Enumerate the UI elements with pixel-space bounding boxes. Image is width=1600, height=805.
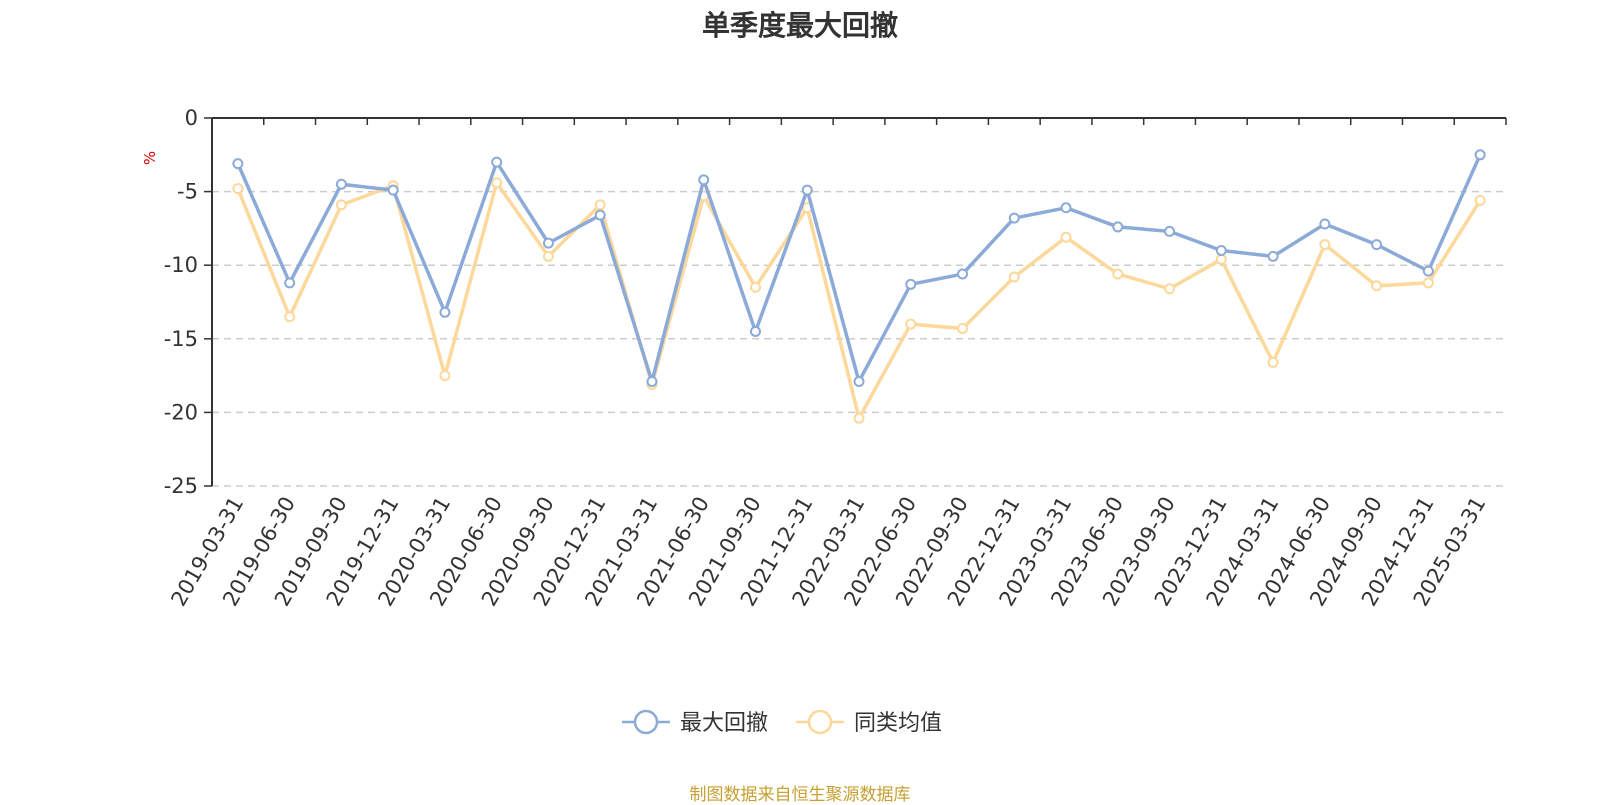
data-point[interactable]: [801, 184, 813, 196]
data-point[interactable]: [542, 250, 554, 262]
legend-item-1[interactable]: 最大回撤: [622, 709, 768, 736]
y-axis-unit: %: [141, 151, 159, 165]
data-point[interactable]: [284, 277, 296, 289]
legend-label: 同类均值: [854, 711, 942, 736]
data-point[interactable]: [1112, 268, 1124, 280]
y-tick-label: -15: [164, 327, 198, 351]
data-point[interactable]: [1371, 239, 1383, 251]
data-point[interactable]: [1112, 221, 1124, 233]
data-point[interactable]: [1474, 194, 1486, 206]
data-point[interactable]: [1319, 218, 1331, 230]
data-point[interactable]: [1008, 271, 1020, 283]
data-point[interactable]: [853, 412, 865, 424]
y-tick-label: -20: [164, 400, 198, 424]
data-point[interactable]: [1267, 250, 1279, 262]
data-point[interactable]: [1215, 253, 1227, 265]
data-point[interactable]: [1371, 280, 1383, 292]
series-lines: [232, 149, 1486, 424]
y-tick-label: -10: [164, 253, 198, 277]
data-point[interactable]: [594, 209, 606, 221]
data-point[interactable]: [1215, 244, 1227, 256]
data-point[interactable]: [335, 178, 347, 190]
data-point[interactable]: [749, 281, 761, 293]
data-point[interactable]: [284, 311, 296, 323]
legend-label: 最大回撤: [680, 711, 768, 736]
data-point[interactable]: [1267, 356, 1279, 368]
data-point[interactable]: [1060, 231, 1072, 243]
data-point[interactable]: [335, 199, 347, 211]
data-point[interactable]: [905, 278, 917, 290]
data-point[interactable]: [1422, 265, 1434, 277]
legend-circle-icon: [807, 709, 833, 735]
data-point[interactable]: [1474, 149, 1486, 161]
legend[interactable]: 最大回撤 同类均值: [622, 709, 942, 736]
data-point[interactable]: [853, 375, 865, 387]
y-tick-label: 0: [185, 106, 198, 130]
data-point[interactable]: [1422, 277, 1434, 289]
series-line-1: [236, 154, 1482, 384]
data-point[interactable]: [232, 158, 244, 170]
data-point[interactable]: [698, 174, 710, 186]
data-point[interactable]: [439, 370, 451, 382]
y-tick-label: -25: [164, 474, 198, 498]
data-point[interactable]: [957, 322, 969, 334]
chart-title: 单季度最大回撤: [701, 9, 898, 42]
data-point[interactable]: [491, 156, 503, 168]
legend-circle-icon: [633, 709, 659, 735]
data-point[interactable]: [1060, 202, 1072, 214]
data-point[interactable]: [491, 177, 503, 189]
source-note: 制图数据来自恒生聚源数据库: [689, 785, 911, 805]
data-point[interactable]: [542, 237, 554, 249]
data-point[interactable]: [1164, 283, 1176, 295]
data-point[interactable]: [1164, 225, 1176, 237]
data-point[interactable]: [1319, 239, 1331, 251]
data-point[interactable]: [439, 306, 451, 318]
data-point[interactable]: [646, 375, 658, 387]
data-point[interactable]: [749, 325, 761, 337]
legend-item-2[interactable]: 同类均值: [796, 709, 942, 736]
y-tick-label: -5: [177, 180, 198, 204]
data-point[interactable]: [594, 199, 606, 211]
data-point[interactable]: [1008, 212, 1020, 224]
data-point[interactable]: [387, 184, 399, 196]
data-point[interactable]: [905, 318, 917, 330]
data-point[interactable]: [957, 268, 969, 280]
data-point[interactable]: [232, 183, 244, 195]
